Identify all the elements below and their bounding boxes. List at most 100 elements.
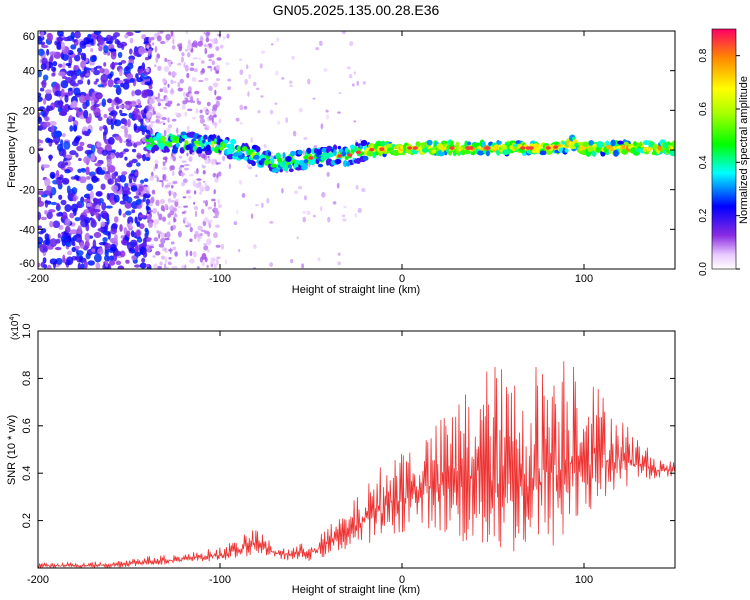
spectrogram-noise-cell — [144, 227, 149, 233]
spectrogram-noise-cell — [214, 89, 217, 96]
spectrogram-noise-cell — [127, 118, 131, 128]
spectrogram-noise-cell — [185, 64, 189, 70]
spectrogram-noise-cell — [162, 157, 167, 160]
spectrogram-peak-cell — [528, 146, 534, 150]
spectrogram-noise-cell — [49, 220, 54, 228]
spectrogram-noise-cell — [177, 82, 181, 88]
spectrogram-noise-cell — [138, 185, 144, 192]
spectrogram-noise-cell — [100, 183, 106, 191]
spectrogram-noise-cell — [102, 237, 108, 243]
spectrogram-noise-cell — [97, 227, 105, 232]
spectrogram-noise-cell — [93, 67, 98, 71]
spectrogram-noise-cell — [162, 161, 166, 165]
spectrogram-noise-cell — [157, 92, 161, 99]
spectrogram-noise-cell — [90, 105, 97, 111]
spectrogram-noise-cell — [38, 138, 42, 144]
spectrogram-noise-cell — [217, 33, 222, 37]
spectrogram-noise-cell — [241, 193, 246, 198]
spectrogram-noise-cell — [235, 117, 240, 122]
spectrogram-noise-cell — [154, 64, 157, 68]
spectrogram-ridge-cell — [282, 165, 289, 172]
spectrogram-noise-cell — [38, 143, 41, 147]
spectrogram-noise-cell — [203, 217, 209, 223]
spectrogram-noise-cell — [42, 164, 50, 169]
spectrogram-noise-cell — [180, 56, 184, 63]
spectrogram-noise-cell — [136, 77, 143, 83]
spectrogram-noise-cell — [164, 184, 171, 188]
spectrogram-ridge-cell — [460, 149, 466, 156]
spectrogram-noise-cell — [184, 111, 188, 117]
spectrogram-noise-cell — [144, 81, 152, 86]
spectrogram-noise-cell — [90, 48, 94, 53]
spectrogram-noise-cell — [183, 91, 186, 97]
spectrogram-noise-cell — [195, 230, 198, 236]
spectrogram-noise-cell — [114, 250, 122, 257]
colorbar-gradient — [711, 28, 737, 270]
spectrogram-noise-cell — [51, 72, 56, 77]
spectrogram-noise-cell — [41, 79, 47, 89]
spectrogram-noise-cell — [87, 79, 91, 86]
spectrogram-ridge-cell — [621, 144, 626, 150]
spectrogram-noise-cell — [49, 51, 57, 56]
spectrogram-noise-cell — [277, 120, 281, 125]
spectrogram-noise-cell — [130, 185, 138, 192]
spectrogram-noise-cell — [361, 188, 366, 192]
spectrogram-noise-cell — [318, 40, 323, 47]
spectrogram-noise-cell — [199, 118, 205, 124]
spectrogram-noise-cell — [61, 75, 68, 80]
spectrogram-noise-cell — [124, 120, 128, 127]
spectrogram-noise-cell — [136, 204, 142, 209]
snr-y-unit-base: (x10 — [10, 320, 21, 340]
spectrogram-noise-cell — [212, 82, 219, 88]
spectrogram-ridge-cell — [344, 155, 349, 161]
spectrogram-noise-cell — [92, 239, 97, 249]
spectrogram-noise-cell — [97, 116, 103, 122]
spectrogram-ridge-cell — [175, 142, 180, 148]
spectrogram-noise-cell — [119, 224, 123, 232]
snr-y-tick-label: 0.2 — [21, 513, 33, 528]
spectrogram-noise-cell — [150, 106, 155, 109]
spectrogram-ridge-cell — [471, 142, 478, 148]
spectrogram-noise-cell — [212, 104, 218, 110]
spectrogram-noise-cell — [169, 247, 172, 254]
spectrogram-noise-cell — [38, 48, 45, 56]
snr-y-ticks: 0.2 0.4 0.6 0.8 1.0 — [21, 323, 675, 528]
spectrogram-ridge-cell — [251, 160, 256, 167]
spectrogram-noise-cell — [248, 73, 252, 80]
spectrogram-noise-cell — [109, 260, 116, 266]
spectrogram-noise-cell — [107, 73, 113, 80]
spectrogram-noise-cell — [48, 154, 53, 162]
spectrogram-noise-cell — [38, 211, 42, 221]
spectrogram-noise-cell — [181, 52, 185, 57]
spectrogram-noise-cell — [302, 149, 305, 156]
spectrogram-noise-cell — [276, 37, 280, 43]
spectrogram-peak-cell — [369, 147, 375, 152]
spectrogram-noise-cell — [136, 99, 141, 104]
spectrogram-noise-cell — [136, 198, 142, 206]
spectrogram-ridge-cell — [588, 139, 595, 146]
spectrogram-peak-cell — [379, 147, 385, 151]
spectrogram-noise-cell — [93, 253, 102, 263]
spectrogram-noise-cell — [118, 62, 123, 66]
spectrogram-noise-cell — [129, 48, 133, 55]
spectrogram-noise-cell — [167, 117, 170, 123]
spectrogram-noise-cell — [239, 58, 242, 61]
spectrogram-ridge-cell — [267, 151, 272, 157]
spectrogram-noise-cell — [261, 202, 264, 208]
spectrogram-noise-cell — [143, 178, 149, 183]
spectrogram-peak-cell — [520, 146, 526, 150]
spectrogram-noise-cell — [189, 67, 195, 72]
spectrogram-peak-cell — [449, 146, 455, 150]
spectrogram-noise-cell — [189, 226, 193, 233]
spectrogram-noise-cell — [357, 208, 362, 213]
spectrogram-noise-cell — [111, 172, 117, 180]
spectrogram-noise-cell — [110, 62, 116, 70]
spectrogram-noise-cell — [129, 78, 135, 83]
spectrogram-noise-cell — [81, 168, 86, 173]
spectrogram-ridge-cell — [558, 147, 563, 153]
spectrogram-noise-cell — [238, 248, 241, 253]
spectrogram-noise-cell — [211, 258, 217, 261]
spectrogram-noise-cell — [341, 31, 347, 35]
spectrogram-noise-cell — [296, 236, 299, 240]
spectrogram-ridge-cell — [657, 144, 662, 151]
